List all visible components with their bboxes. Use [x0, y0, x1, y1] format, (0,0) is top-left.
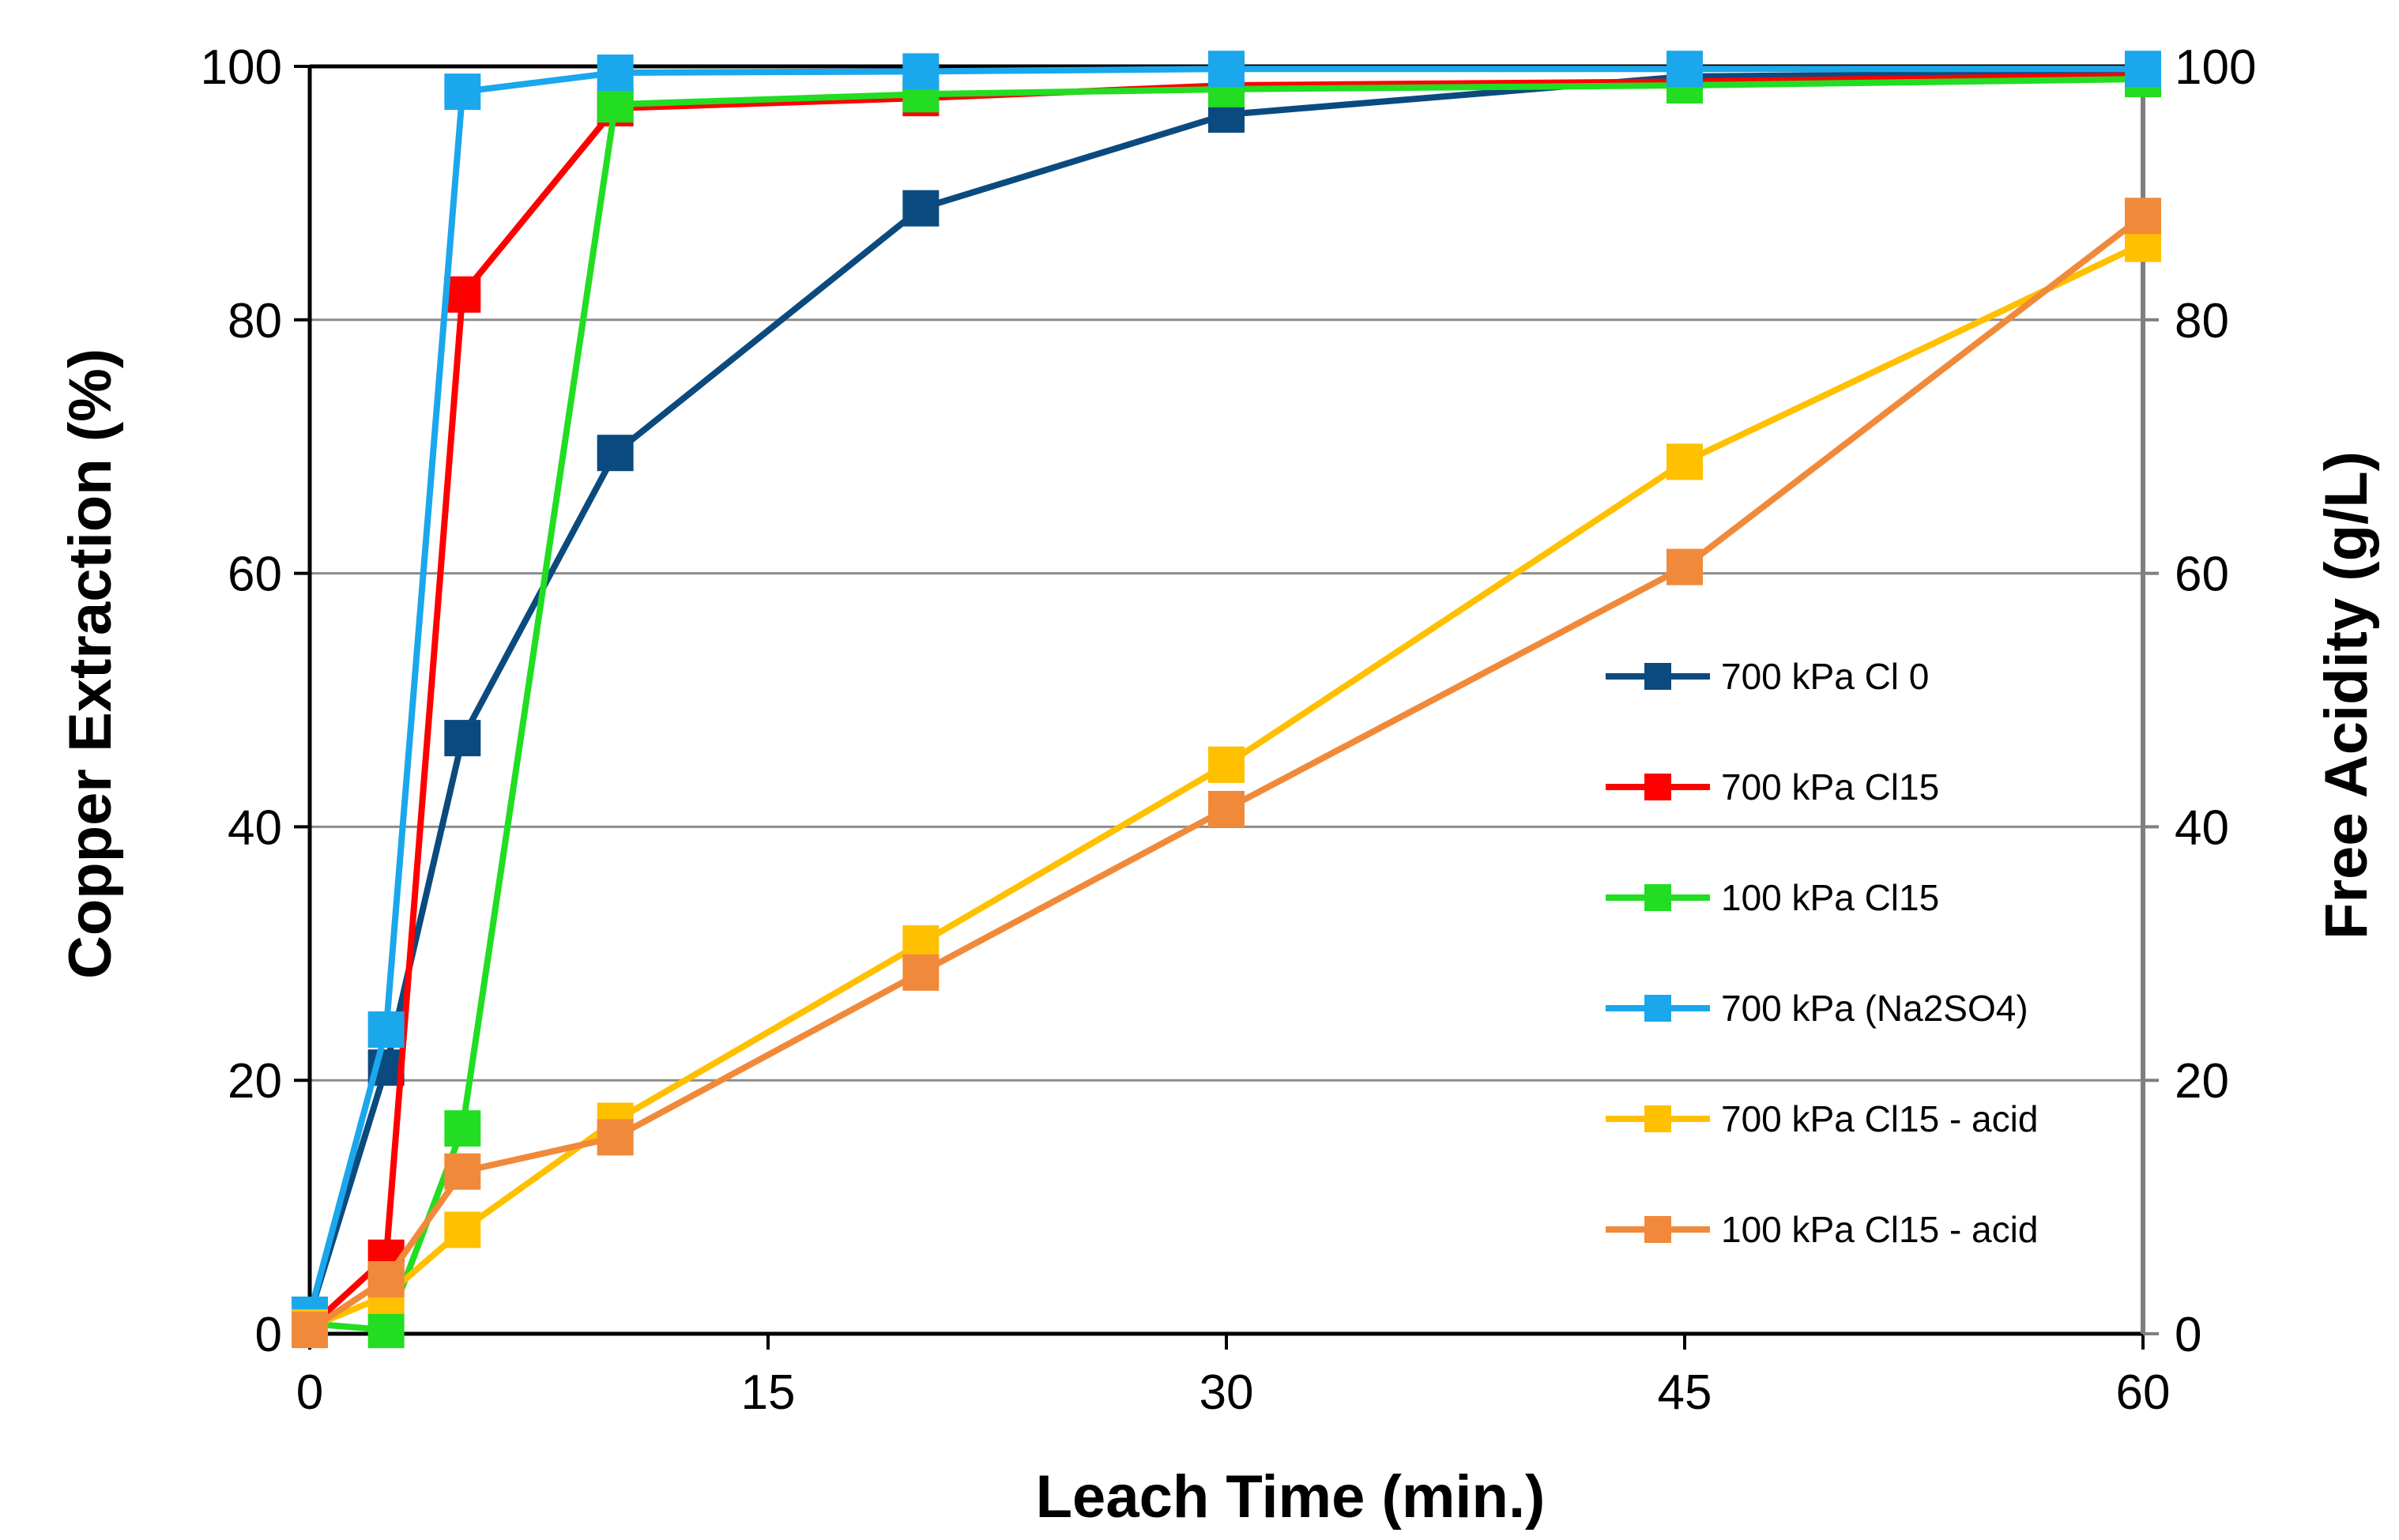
data-point — [367, 1261, 405, 1298]
right-y-axis-title: Free Acidity (g/L) — [2313, 451, 2380, 939]
legend: 700 kPa Cl 0 700 kPa Cl15 100 kPa Cl15 700 … — [1606, 656, 2038, 1250]
legend-item: 700 kPa Cl15 - acid — [1606, 1098, 2038, 1139]
data-point — [444, 1153, 481, 1190]
data-point — [597, 1119, 634, 1156]
x-axis-title: Leach Time (min.) — [1036, 1463, 1546, 1531]
left-y-tick-label: 40 — [228, 800, 282, 855]
x-tick-label: 30 — [1200, 1365, 1254, 1420]
data-point — [444, 1110, 481, 1147]
data-point — [597, 55, 634, 92]
series-5 — [292, 198, 2161, 1349]
right-y-tick-label: 100 — [2175, 40, 2256, 95]
data-point — [2125, 51, 2161, 88]
data-point — [367, 1011, 405, 1049]
data-point — [367, 1312, 405, 1349]
data-point — [597, 435, 634, 472]
series-line — [307, 66, 2143, 1316]
legend-item: 700 kPa Cl 0 — [1606, 656, 1929, 697]
data-point — [1666, 51, 1703, 88]
left-y-tick-label: 100 — [201, 40, 282, 95]
legend-item: 100 kPa Cl15 - acid — [1606, 1209, 2038, 1250]
series-3 — [292, 51, 2161, 1333]
data-point — [2125, 198, 2161, 235]
data-point — [444, 720, 481, 757]
left-y-axis-title: Copper Extraction (%) — [57, 348, 124, 979]
x-tick-label: 0 — [296, 1365, 323, 1420]
legend-marker — [1644, 884, 1671, 911]
legend-marker — [1644, 774, 1671, 800]
right-y-tick-label: 40 — [2175, 800, 2229, 855]
legend-label: 700 kPa Cl15 — [1721, 766, 1939, 808]
data-point — [444, 276, 481, 313]
data-point — [292, 1312, 328, 1349]
data-point — [1666, 548, 1703, 586]
series-layer — [292, 51, 2161, 1349]
data-point — [1208, 51, 1245, 88]
legend-marker — [1644, 995, 1671, 1022]
right-y-tick-label: 20 — [2175, 1054, 2229, 1109]
gridlines — [310, 318, 2143, 1082]
legend-label: 700 kPa Cl15 - acid — [1721, 1098, 2038, 1139]
data-point — [444, 1211, 481, 1248]
right-y-tick-label: 60 — [2175, 548, 2229, 602]
x-tick-label: 15 — [741, 1365, 796, 1420]
series-line — [307, 72, 2144, 1330]
right-y-tick-label: 80 — [2175, 294, 2229, 348]
legend-label: 100 kPa Cl15 — [1721, 877, 1939, 918]
axes — [294, 64, 2159, 1350]
left-y-tick-label: 20 — [228, 1054, 282, 1109]
legend-marker — [1644, 663, 1671, 690]
legend-item: 100 kPa Cl15 — [1606, 877, 1939, 918]
data-point — [902, 954, 940, 991]
data-point — [902, 53, 940, 90]
left-y-tick-label: 60 — [228, 548, 282, 602]
legend-label: 700 kPa Cl 0 — [1721, 656, 1929, 697]
data-point — [444, 73, 481, 111]
left-y-tick-label: 80 — [228, 294, 282, 348]
left-y-tick-label: 0 — [255, 1308, 282, 1362]
data-point — [1666, 443, 1703, 480]
legend-item: 700 kPa Cl15 — [1606, 766, 1939, 808]
data-point — [902, 190, 940, 227]
data-point — [597, 86, 634, 123]
legend-marker — [1644, 1216, 1671, 1243]
data-point — [1208, 790, 1245, 827]
x-tick-label: 45 — [1658, 1365, 1712, 1420]
x-tick-label: 60 — [2116, 1365, 2171, 1420]
data-point — [1208, 746, 1245, 783]
legend-item: 700 kPa (Na2SO4) — [1606, 988, 2028, 1029]
legend-marker — [1644, 1105, 1671, 1132]
legend-label: 700 kPa (Na2SO4) — [1721, 988, 2028, 1029]
right-y-tick-label: 0 — [2175, 1308, 2201, 1362]
legend-label: 100 kPa Cl15 - acid — [1721, 1209, 2038, 1250]
